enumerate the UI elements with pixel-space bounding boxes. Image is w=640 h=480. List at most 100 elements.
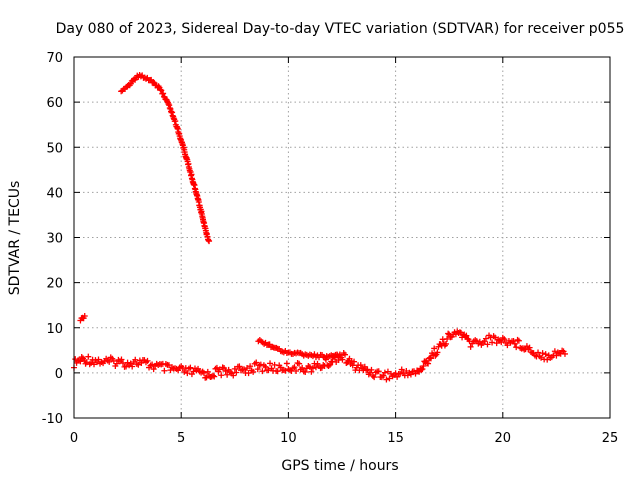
main-band-marker [561, 350, 568, 357]
main-band-marker [375, 368, 382, 375]
main-band-marker [181, 368, 188, 375]
main-band-marker [538, 354, 545, 361]
main-band-marker [265, 367, 272, 374]
y-tick-label: 10 [46, 322, 63, 337]
main-band-marker [267, 360, 274, 367]
main-band-marker [357, 362, 364, 369]
main-band-marker [342, 351, 349, 358]
x-tick-label: 5 [177, 431, 185, 446]
grid-lines [74, 57, 610, 418]
main-band-marker [482, 335, 489, 342]
main-band-marker [222, 368, 229, 375]
main-band-marker [484, 341, 491, 348]
tick-labels: 0 5 10 15 20 25 -10 0 10 20 30 40 50 60 70 [42, 51, 619, 446]
main-band-marker [224, 371, 231, 378]
main-band-marker [135, 361, 142, 368]
main-band-marker [551, 348, 558, 355]
main-band-marker [445, 330, 452, 337]
main-band-marker [434, 349, 441, 356]
main-band-marker [244, 365, 251, 372]
main-band-marker [515, 337, 522, 344]
y-tick-label: 70 [46, 51, 63, 66]
main-band-marker [309, 365, 316, 372]
main-band-marker [85, 353, 92, 360]
main-band-marker [361, 363, 368, 370]
main-band-marker [204, 368, 211, 375]
y-tick-label: 30 [46, 232, 63, 247]
peak-arc-marker [160, 90, 167, 97]
main-band-marker [427, 355, 434, 362]
peak-arc-marker [127, 80, 134, 87]
main-band-marker [381, 369, 388, 376]
main-band-marker [187, 364, 194, 371]
y-tick-label: 60 [46, 96, 63, 111]
main-band-marker [527, 348, 534, 355]
main-band-marker [432, 352, 439, 359]
peak-arc-marker [158, 87, 165, 94]
main-band-marker [351, 358, 358, 365]
main-band-marker [123, 363, 130, 370]
main-band-marker [77, 358, 84, 365]
y-tick-label: 40 [46, 186, 63, 201]
main-band-marker [209, 372, 216, 379]
main-band-marker [262, 363, 269, 370]
main-band-marker [452, 331, 459, 338]
peak-arc-marker [155, 83, 162, 90]
main-band-marker [504, 342, 511, 349]
peak-arc-marker [206, 238, 213, 245]
plot-points [71, 72, 568, 383]
main-band-marker [129, 363, 136, 370]
main-band-marker [420, 363, 427, 370]
main-band-marker [306, 363, 313, 370]
main-band-marker [302, 369, 309, 376]
main-band-marker [308, 368, 315, 375]
main-band-marker [283, 360, 290, 367]
main-band-marker [161, 367, 168, 374]
main-band-marker [221, 365, 228, 372]
main-band-marker [467, 343, 474, 350]
main-band-marker [184, 370, 191, 377]
main-band-marker [211, 373, 218, 380]
main-band-marker [132, 356, 139, 363]
main-band-marker [544, 356, 551, 363]
main-band-marker [200, 369, 207, 376]
main-band-marker [259, 368, 266, 375]
main-band-marker [231, 365, 238, 372]
main-band-marker [253, 359, 260, 366]
main-band-marker [254, 366, 261, 373]
main-band-marker [492, 334, 499, 341]
y-tick-label: 20 [46, 277, 63, 292]
main-band-marker [431, 345, 438, 352]
main-band-marker [398, 366, 405, 373]
y-axis-label: SDTVAR / TECUs [7, 181, 23, 296]
main-band-marker [403, 368, 410, 375]
main-band-marker [498, 339, 505, 346]
main-band-marker [493, 340, 500, 347]
main-band-marker [230, 372, 237, 379]
main-band-marker [88, 359, 95, 366]
chart-title: Day 080 of 2023, Sidereal Day-to-day VTE… [56, 21, 625, 37]
main-band-marker [296, 360, 303, 367]
main-band-marker [425, 360, 432, 367]
main-band-marker [240, 366, 247, 373]
main-band-marker [274, 368, 281, 375]
main-band-marker [76, 357, 83, 364]
main-band-marker [384, 368, 391, 375]
main-band-marker [78, 354, 85, 361]
main-band-marker [363, 367, 370, 374]
peak-arc-marker [150, 79, 157, 86]
main-band-marker [106, 358, 113, 365]
main-band-marker [250, 368, 257, 375]
main-band-marker [325, 362, 332, 369]
main-band-marker [369, 372, 376, 379]
main-band-marker [386, 375, 393, 382]
x-tick-label: 10 [280, 431, 297, 446]
x-tick-label: 25 [602, 431, 619, 446]
main-band-marker [245, 370, 252, 377]
main-band-marker [501, 336, 508, 343]
main-band-marker [167, 367, 174, 374]
main-band-marker [368, 366, 375, 373]
main-band-marker [539, 350, 546, 357]
main-band-marker [291, 364, 298, 371]
